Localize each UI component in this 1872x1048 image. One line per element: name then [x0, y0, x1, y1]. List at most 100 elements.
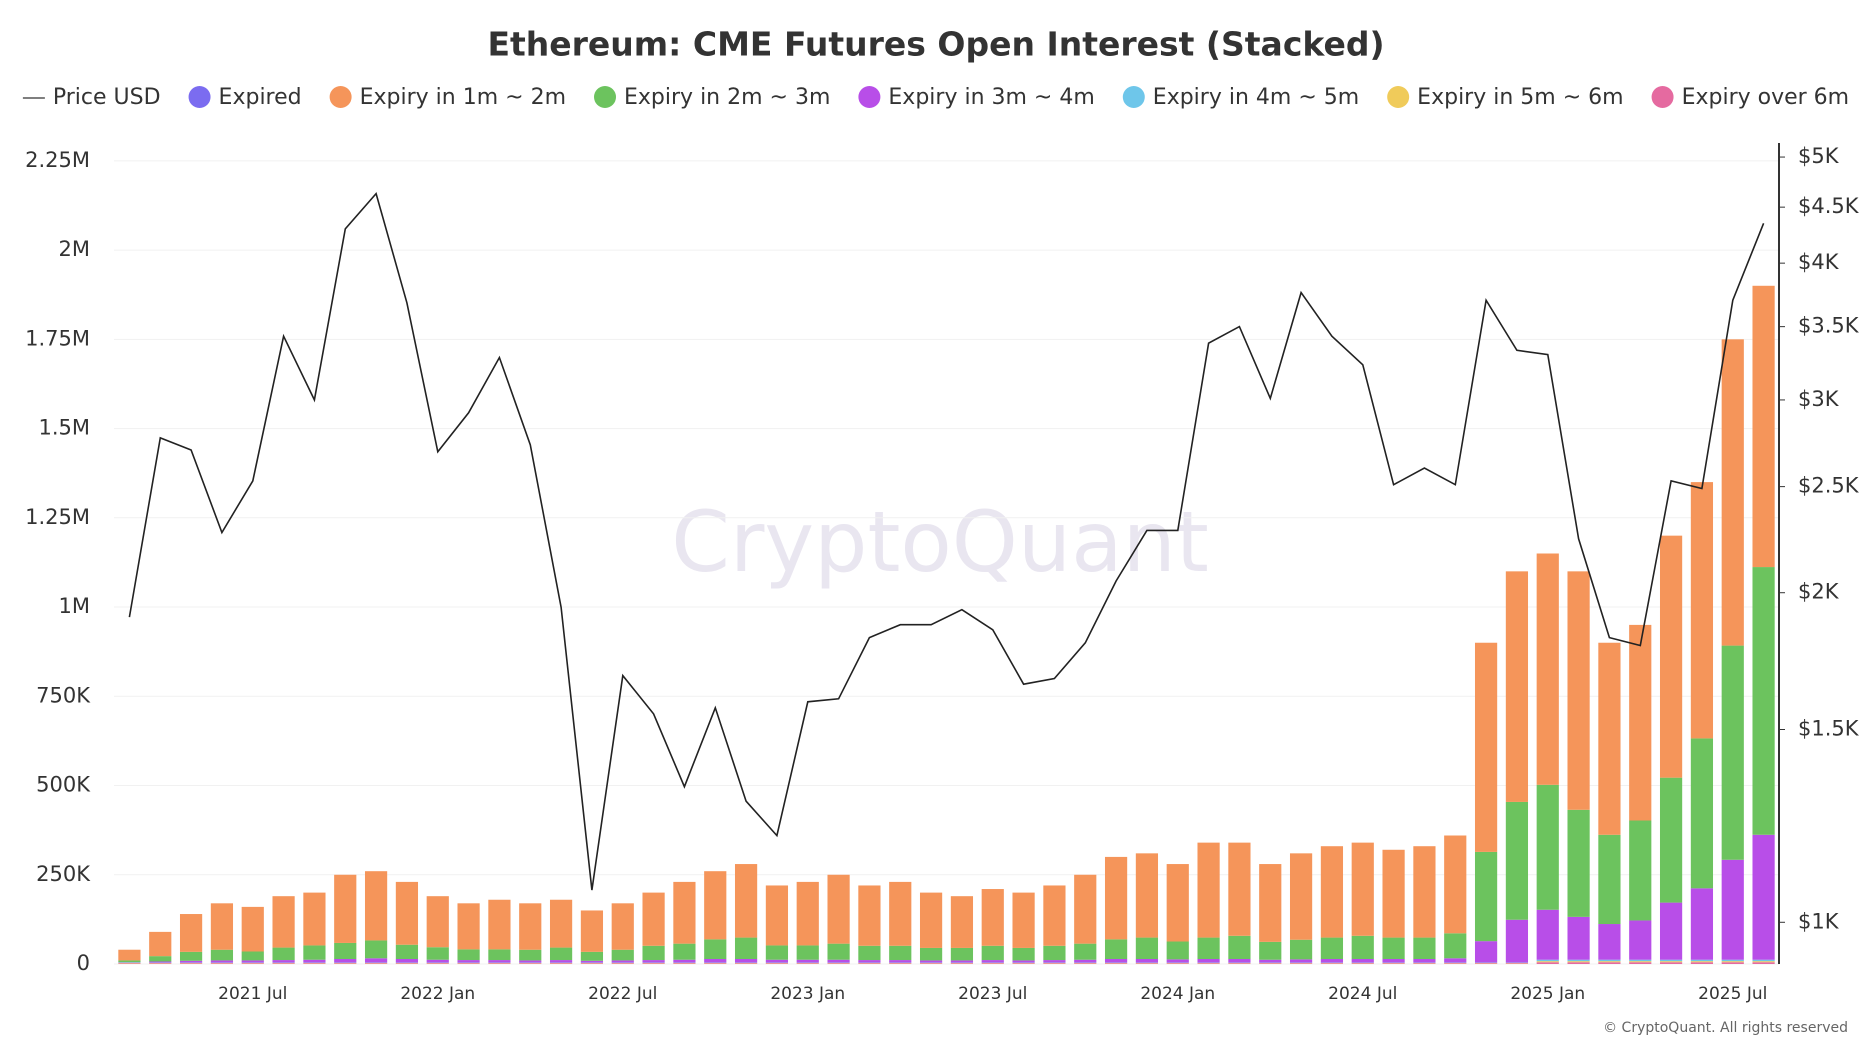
bar-segment [919, 947, 943, 961]
bar-segment [1228, 959, 1251, 963]
bar-segment [118, 949, 141, 961]
bar-segment [519, 960, 542, 963]
legend-swatch [1387, 86, 1410, 108]
bar-segment [395, 881, 419, 945]
bar-segment [580, 963, 604, 964]
legend-swatch [1651, 86, 1674, 108]
bar-segment [1413, 963, 1436, 964]
legend-label: Price USD [53, 85, 161, 110]
bar-segment [149, 931, 172, 957]
bar-segment [1690, 959, 1714, 962]
bar-segment [1444, 963, 1467, 964]
legend-item[interactable]: Expiry in 1m ~ 2m [329, 85, 566, 110]
bar-segment [1320, 937, 1344, 960]
bar-segment [272, 896, 295, 948]
bar-segment [1259, 959, 1282, 963]
bar-segment [1289, 939, 1313, 960]
bar-segment [334, 942, 357, 960]
bar-segment [1074, 874, 1097, 944]
y2-tick-label: $2K [1798, 580, 1840, 604]
bar-segment [704, 939, 727, 960]
bar-segment [1721, 645, 1744, 860]
bar-segment [1289, 959, 1313, 963]
bar-segment [1567, 916, 1590, 960]
bar-segment [981, 945, 1004, 961]
bar-segment [426, 896, 449, 948]
bar-segment [642, 963, 665, 964]
y-tick-label: 0 [77, 951, 90, 975]
bar-segment [1752, 959, 1775, 962]
bar-segment [488, 963, 511, 964]
bar-segment [1320, 959, 1344, 963]
bar-segment [950, 960, 974, 963]
bar-segment [734, 959, 758, 963]
bar-segment [734, 963, 758, 964]
bar-segment [457, 963, 480, 964]
bar-segment [704, 871, 727, 940]
bar-segment [827, 943, 850, 960]
bar-segment [1690, 738, 1714, 889]
bar-segment [1629, 624, 1652, 821]
bar-segment [1659, 961, 1683, 963]
bar-segment [1320, 846, 1344, 938]
bar-segment [734, 937, 758, 960]
bar-segment [1074, 963, 1097, 964]
bar-segment [889, 960, 912, 963]
bar-segment [1567, 809, 1590, 917]
bar-segment [364, 871, 388, 941]
bar-segment [1536, 962, 1559, 964]
bar-segment [519, 949, 542, 961]
x-tick-label: 2023 Jan [770, 984, 845, 1004]
legend-item[interactable]: Expired [188, 85, 302, 110]
legend-item[interactable]: Expiry in 4m ~ 5m [1122, 85, 1359, 110]
bar-segment [1197, 959, 1220, 963]
bar-segment [179, 960, 203, 963]
bar-segment [179, 963, 203, 964]
bar-segment [1012, 892, 1035, 948]
bar-segment [1259, 864, 1282, 942]
y-tick-label: 1.5M [38, 416, 90, 440]
bar-segment [950, 896, 974, 948]
bar-segment [1690, 961, 1714, 963]
bar-segment [1659, 962, 1683, 964]
legend-label: Expiry in 4m ~ 5m [1153, 85, 1359, 110]
bar-segment [827, 959, 850, 963]
legend-item[interactable]: Expiry in 5m ~ 6m [1387, 85, 1624, 110]
legend-item[interactable]: Expiry in 3m ~ 4m [858, 85, 1095, 110]
bar-segment [1474, 851, 1498, 942]
bar-segment [395, 963, 419, 964]
bar-segment [149, 956, 172, 962]
bar-segment [1104, 939, 1128, 960]
bar-segment [1629, 961, 1652, 963]
legend-item[interactable]: Price USD [22, 85, 161, 110]
bar-segment [642, 960, 665, 963]
bar-segment [1413, 937, 1436, 960]
bar-segment [549, 899, 573, 948]
bar-segment [858, 960, 881, 963]
y-tick-label: 1.25M [25, 505, 90, 529]
bar-segment [1135, 853, 1159, 938]
bar-segment [1012, 960, 1035, 963]
bar-segment [334, 963, 357, 964]
bar-segment [1135, 963, 1159, 964]
bar-segment [1135, 959, 1159, 963]
bar-segment [981, 963, 1004, 964]
legend-item[interactable]: Expiry over 6m [1651, 85, 1850, 110]
bar-segment [395, 944, 419, 960]
bar-segment [1166, 963, 1189, 964]
bar-segment [272, 960, 295, 963]
bar-segment [1074, 943, 1097, 960]
bar-segment [1012, 963, 1035, 964]
bar-segment [1043, 963, 1066, 964]
legend-item[interactable]: Expiry in 2m ~ 3m [594, 85, 830, 110]
bar-segment [981, 960, 1004, 963]
bar-segment [1197, 842, 1220, 938]
bar-segment [179, 951, 203, 961]
bar-segment [149, 961, 172, 963]
bar-segment [1474, 642, 1498, 852]
bar-segment [241, 960, 264, 963]
bar-segment [364, 963, 388, 964]
bar-segment [673, 943, 696, 960]
bar-segment [1752, 834, 1775, 960]
